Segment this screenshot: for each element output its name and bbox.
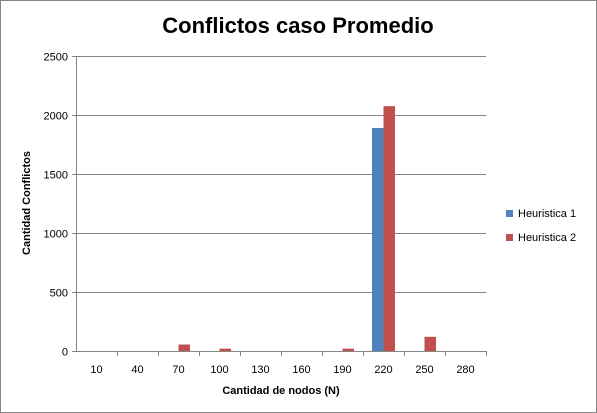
x-tick-label: 160 <box>292 364 310 376</box>
y-tick-label: 1500 <box>44 170 68 182</box>
x-tick-label: 100 <box>210 364 228 376</box>
y-tick-label: 2000 <box>44 111 68 123</box>
bar-heuristica-2 <box>424 336 436 351</box>
bar-heuristica-2 <box>383 106 395 352</box>
legend-swatch <box>506 234 513 241</box>
x-tick-label: 250 <box>415 364 433 376</box>
x-axis-title: Cantidad de nodos (N) <box>222 385 340 397</box>
bar-heuristica-2 <box>219 348 231 351</box>
y-tick-label: 2500 <box>44 52 68 64</box>
bar-heuristica-1 <box>372 127 384 351</box>
legend-label: Heuristica 1 <box>518 208 576 220</box>
chart-title: Conflictos caso Promedio <box>162 13 433 38</box>
x-tick-label: 40 <box>131 364 143 376</box>
bar-heuristica-2 <box>342 348 354 351</box>
x-tick-label: 190 <box>333 364 351 376</box>
x-tick-label: 280 <box>456 364 474 376</box>
y-tick-label: 500 <box>50 288 68 300</box>
plot-area: 0 500 1000 1500 2000 2500 10 40 70 100 130 160 190 22… <box>44 52 487 376</box>
bar-heuristica-2 <box>178 344 190 351</box>
legend-swatch <box>506 210 513 217</box>
legend: Heuristica 1 Heuristica 2 <box>506 208 576 244</box>
x-tick-label: 70 <box>172 364 184 376</box>
y-tick-label: 0 <box>62 347 68 359</box>
x-tick-label: 130 <box>251 364 269 376</box>
y-axis-title: Cantidad Conflictos <box>21 151 33 255</box>
x-tick-label: 220 <box>374 364 392 376</box>
y-tick-label: 1000 <box>44 229 68 241</box>
legend-label: Heuristica 2 <box>518 232 576 244</box>
x-tick-label: 10 <box>90 364 102 376</box>
